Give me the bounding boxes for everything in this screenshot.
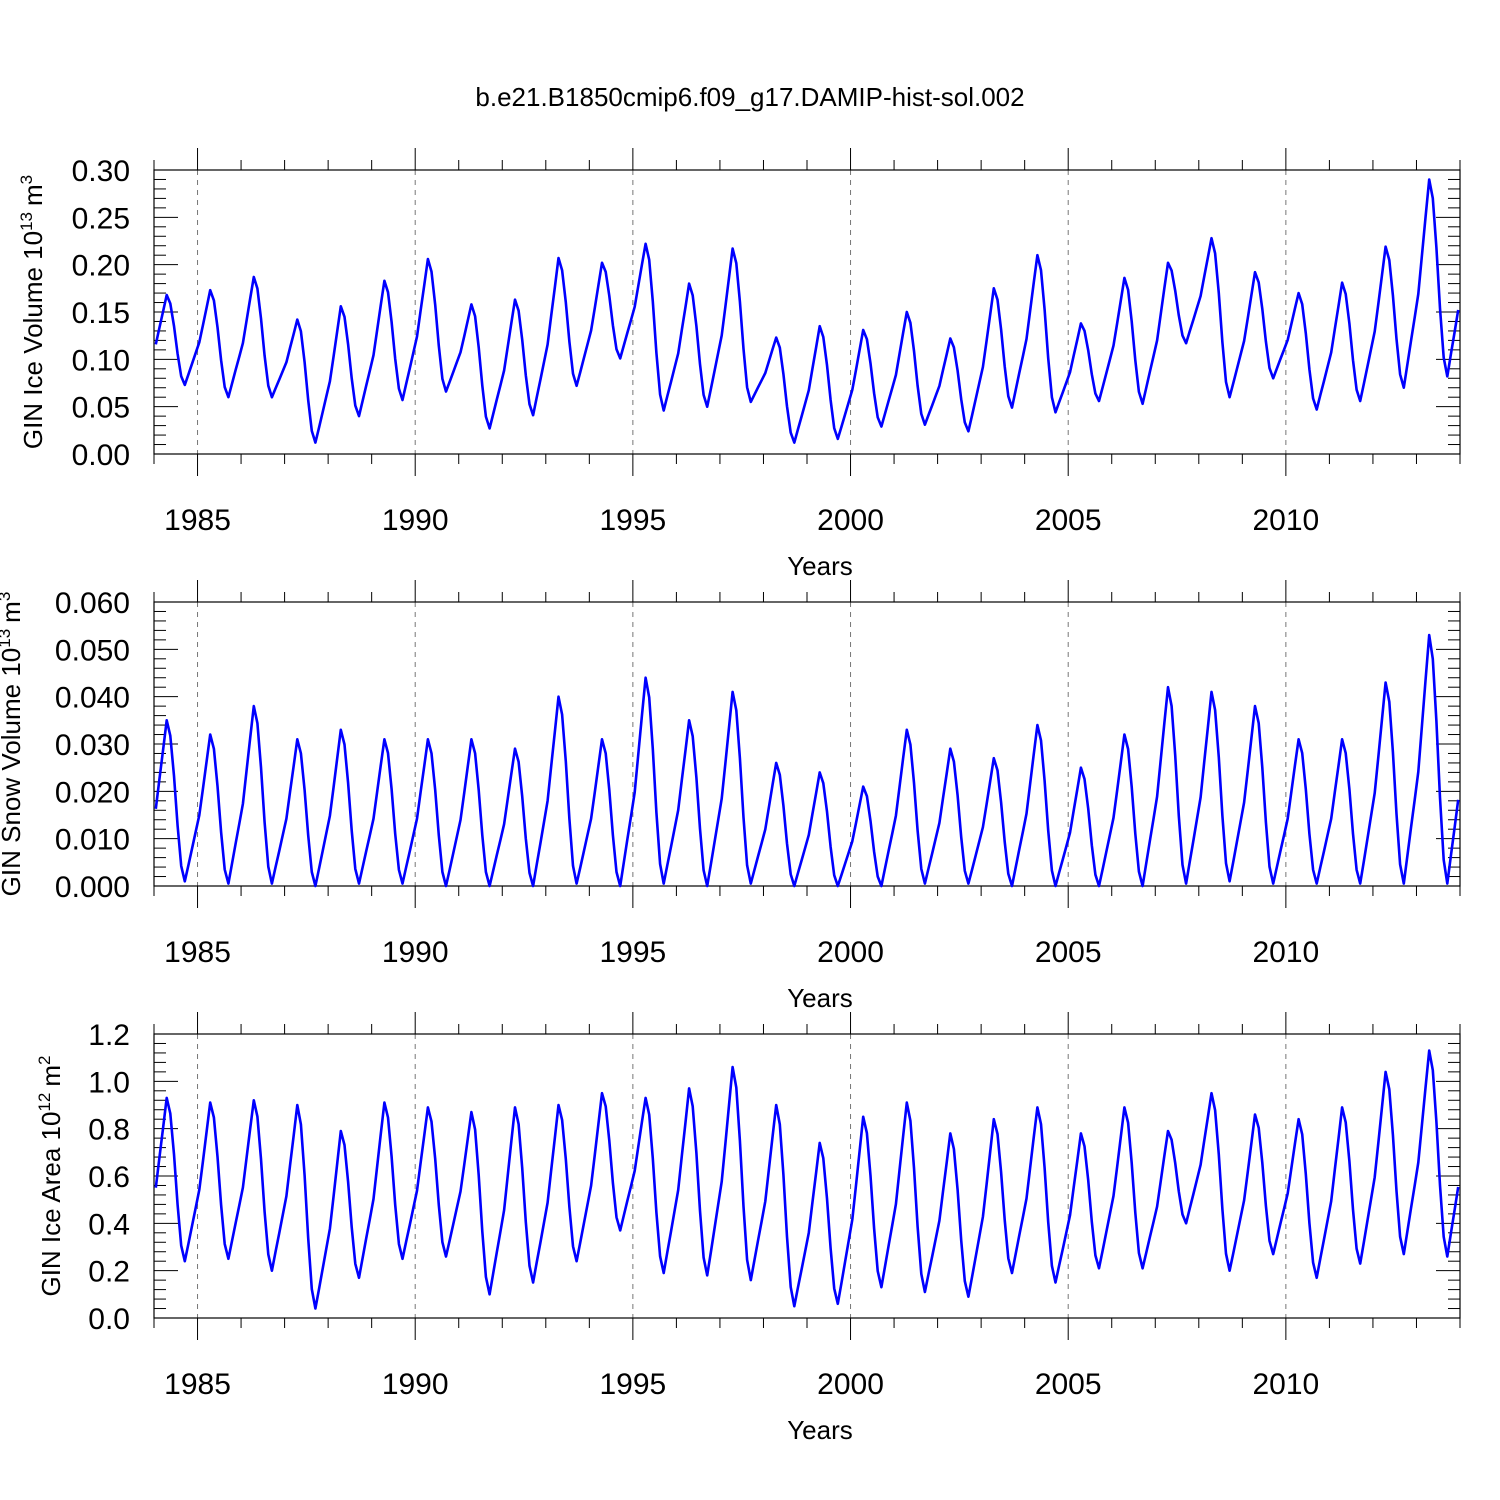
x-tick-label: 1995 <box>599 504 666 537</box>
y-label-main: GIN Snow Volume 10 <box>0 648 26 897</box>
x-tick-label: 1985 <box>164 504 231 537</box>
y-label-exponent: 13 <box>0 629 14 648</box>
y-tick-label: 0.040 <box>55 682 130 715</box>
y-axis-label: GIN Ice Volume 1013 m3 <box>17 175 48 449</box>
y-axis-label: GIN Ice Area 1012 m2 <box>35 1055 66 1296</box>
series-line <box>154 633 1460 888</box>
y-label-unit: m <box>18 184 48 206</box>
y-tick-label: 0.010 <box>55 824 130 857</box>
x-tick-label: 1995 <box>599 936 666 969</box>
x-tick-label: 1985 <box>164 1368 231 1401</box>
y-label-main: GIN Ice Area 10 <box>36 1112 66 1297</box>
x-tick-label: 2010 <box>1252 1368 1319 1401</box>
x-tick-label: 1990 <box>382 504 449 537</box>
panel-snow-volume: 1985 1990 1995 2000 2005 2010 0.000 0.010 0.020 0… <box>0 580 1461 1013</box>
y-tick-label: 0.05 <box>72 392 130 425</box>
x-tick-label: 2005 <box>1035 936 1102 969</box>
y-tick-label: 0.20 <box>72 250 130 283</box>
y-label-unit-exponent: 2 <box>35 1055 54 1064</box>
figure-title: b.e21.B1850cmip6.f09_g17.DAMIP-hist-sol.… <box>475 82 1024 112</box>
x-tick-label: 2010 <box>1252 936 1319 969</box>
y-tick-label: 0.030 <box>55 729 130 762</box>
x-axis-label: Years <box>787 1415 853 1445</box>
y-tick-label: 0.10 <box>72 344 130 377</box>
series-line <box>154 1049 1460 1310</box>
x-tick-label: 2005 <box>1035 504 1102 537</box>
y-tick-label: 0.6 <box>88 1161 130 1194</box>
y-tick-label: 0.0 <box>88 1303 130 1336</box>
x-tick-label: 2010 <box>1252 504 1319 537</box>
x-tick-label: 1995 <box>599 1368 666 1401</box>
y-label-exponent: 12 <box>35 1093 54 1112</box>
y-tick-label: 1.2 <box>88 1019 130 1052</box>
plot-frame <box>153 169 1461 455</box>
y-tick-label: 0.00 <box>72 439 130 472</box>
y-tick-label: 0.15 <box>72 297 130 330</box>
panel-ice-area: 1985 1990 1995 2000 2005 2010 0.0 0.2 0.4 0.6 0.8 1… <box>35 1012 1461 1445</box>
y-label-unit: m <box>36 1065 66 1087</box>
y-tick-label: 0.30 <box>72 155 130 188</box>
y-label-unit: m <box>0 601 26 623</box>
y-tick-label: 0.020 <box>55 776 130 809</box>
plot-frame <box>153 601 1461 887</box>
plot-frame <box>153 1033 1461 1319</box>
x-tick-label: 1990 <box>382 936 449 969</box>
series-line <box>154 178 1460 444</box>
x-tick-label: 2000 <box>817 936 884 969</box>
y-tick-label: 0.4 <box>88 1208 130 1241</box>
y-tick-label: 1.0 <box>88 1066 130 1099</box>
y-tick-label: 0.2 <box>88 1256 130 1289</box>
x-tick-label: 2005 <box>1035 1368 1102 1401</box>
y-label-unit-exponent: 3 <box>0 592 14 601</box>
panel-ice-volume: 1985 1990 1995 2000 2005 2010 0.00 0.05 0.10 0.15… <box>17 148 1461 581</box>
x-tick-label: 2000 <box>817 504 884 537</box>
x-axis-label: Years <box>787 551 853 581</box>
y-tick-label: 0.060 <box>55 587 130 620</box>
y-label-main: GIN Ice Volume 10 <box>18 231 48 449</box>
y-label-exponent: 13 <box>17 212 36 231</box>
y-axis-label: GIN Snow Volume 1013 m3 <box>0 592 26 897</box>
x-tick-label: 1990 <box>382 1368 449 1401</box>
x-tick-label: 1985 <box>164 936 231 969</box>
y-tick-label: 0.8 <box>88 1114 130 1147</box>
y-tick-label: 0.000 <box>55 871 130 904</box>
x-tick-label: 2000 <box>817 1368 884 1401</box>
y-tick-label: 0.25 <box>72 202 130 235</box>
x-axis-label: Years <box>787 983 853 1013</box>
y-label-unit-exponent: 3 <box>17 175 36 184</box>
y-tick-label: 0.050 <box>55 634 130 667</box>
